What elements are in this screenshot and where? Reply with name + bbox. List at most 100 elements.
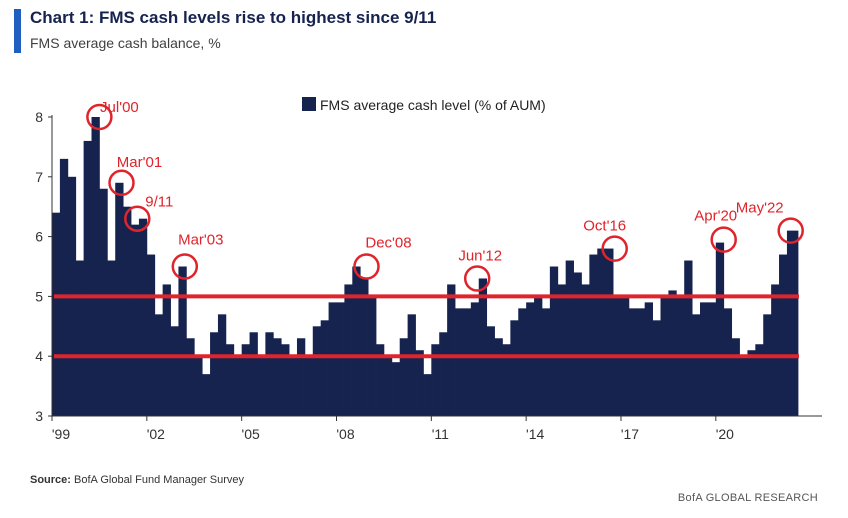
bar <box>692 314 701 416</box>
bar <box>225 344 235 416</box>
legend-label: FMS average cash level (% of AUM) <box>320 97 546 113</box>
annotation-label: Jun'12 <box>458 248 502 265</box>
bar <box>431 344 440 416</box>
bar <box>52 212 61 416</box>
bar <box>723 308 733 416</box>
bar <box>478 278 488 416</box>
legend: FMS average cash level (% of AUM) <box>302 97 546 113</box>
bar <box>636 308 646 416</box>
bar <box>257 356 266 416</box>
bar <box>589 254 598 416</box>
bar <box>628 308 638 416</box>
bar <box>605 248 614 416</box>
bar <box>320 320 329 416</box>
bar <box>178 266 187 416</box>
bar <box>154 314 164 416</box>
bar <box>296 338 306 416</box>
bar <box>75 260 85 416</box>
annotation-circle <box>710 226 737 253</box>
bar <box>644 302 653 416</box>
annotation-circle <box>463 265 491 292</box>
reference-lines-group <box>54 294 799 359</box>
bar <box>210 332 219 416</box>
bar <box>170 326 179 416</box>
y-tick-label: 4 <box>35 348 43 364</box>
bar <box>123 206 132 416</box>
bar <box>265 332 274 416</box>
bar <box>233 356 243 416</box>
annotation-label: Mar'01 <box>117 154 162 171</box>
bar <box>217 314 227 416</box>
bar <box>526 302 535 416</box>
bar <box>344 284 353 416</box>
chart-subtitle: FMS average cash balance, % <box>30 35 221 51</box>
x-tick-label: '99 <box>52 426 70 442</box>
title-accent-bar <box>14 9 21 53</box>
bar <box>597 248 606 416</box>
bar <box>739 356 748 416</box>
annotation-circle <box>171 253 199 280</box>
bar <box>786 230 793 416</box>
bar <box>763 314 772 416</box>
chart-title: Chart 1: FMS cash levels rise to highest… <box>30 8 437 27</box>
bar <box>518 308 527 416</box>
bar <box>423 374 432 416</box>
x-tick-label: '17 <box>621 426 639 442</box>
x-tick-label: '05 <box>242 426 260 442</box>
bar <box>668 290 677 416</box>
annotation-label: May'22 <box>736 200 784 217</box>
brand-logo-text: BofA GLOBAL RESEARCH <box>677 492 818 504</box>
bar <box>83 140 92 417</box>
bar <box>115 182 124 416</box>
bar <box>249 332 258 416</box>
bar <box>455 308 464 416</box>
bar <box>352 266 361 416</box>
bar <box>715 242 725 416</box>
bar <box>162 284 171 416</box>
bar <box>107 260 116 416</box>
bar <box>304 356 314 416</box>
bar <box>281 344 290 416</box>
bar <box>131 224 140 416</box>
y-tick-label: 5 <box>35 288 43 304</box>
bar <box>502 344 511 416</box>
annotation-label: Dec'08 <box>365 235 411 252</box>
bars-group <box>52 117 799 417</box>
bar <box>273 338 282 416</box>
annotation-circle <box>601 235 628 262</box>
bar <box>439 332 448 416</box>
bar <box>383 356 393 416</box>
annotation-circle <box>777 217 804 244</box>
x-tick-label: '14 <box>526 426 544 442</box>
bar <box>146 254 156 416</box>
bar <box>549 266 559 416</box>
annotation-circle <box>353 253 380 280</box>
bar <box>573 272 582 416</box>
annotation-label: Oct'16 <box>583 218 626 235</box>
bar <box>771 284 780 416</box>
x-tick-label: '11 <box>432 426 449 442</box>
bar <box>186 338 195 416</box>
y-tick-label: 7 <box>35 169 43 185</box>
bar <box>684 260 693 416</box>
bar <box>241 344 250 416</box>
bar <box>557 284 567 416</box>
bar <box>494 338 503 416</box>
source-note: Source: BofA Global Fund Manager Survey <box>30 474 244 486</box>
x-tick-label: '20 <box>716 426 734 442</box>
bar <box>510 320 519 416</box>
bar <box>312 326 322 416</box>
annotation-circle <box>124 205 151 232</box>
bar <box>747 350 756 416</box>
bar <box>755 344 764 416</box>
source-text: BofA Global Fund Manager Survey <box>74 474 245 486</box>
x-tick-label: '02 <box>147 426 165 442</box>
bar <box>792 230 799 416</box>
bar <box>289 356 298 416</box>
bar <box>652 320 661 416</box>
bar <box>486 326 495 416</box>
y-tick-label: 3 <box>35 408 43 424</box>
bar <box>470 302 480 416</box>
bar <box>91 117 100 416</box>
